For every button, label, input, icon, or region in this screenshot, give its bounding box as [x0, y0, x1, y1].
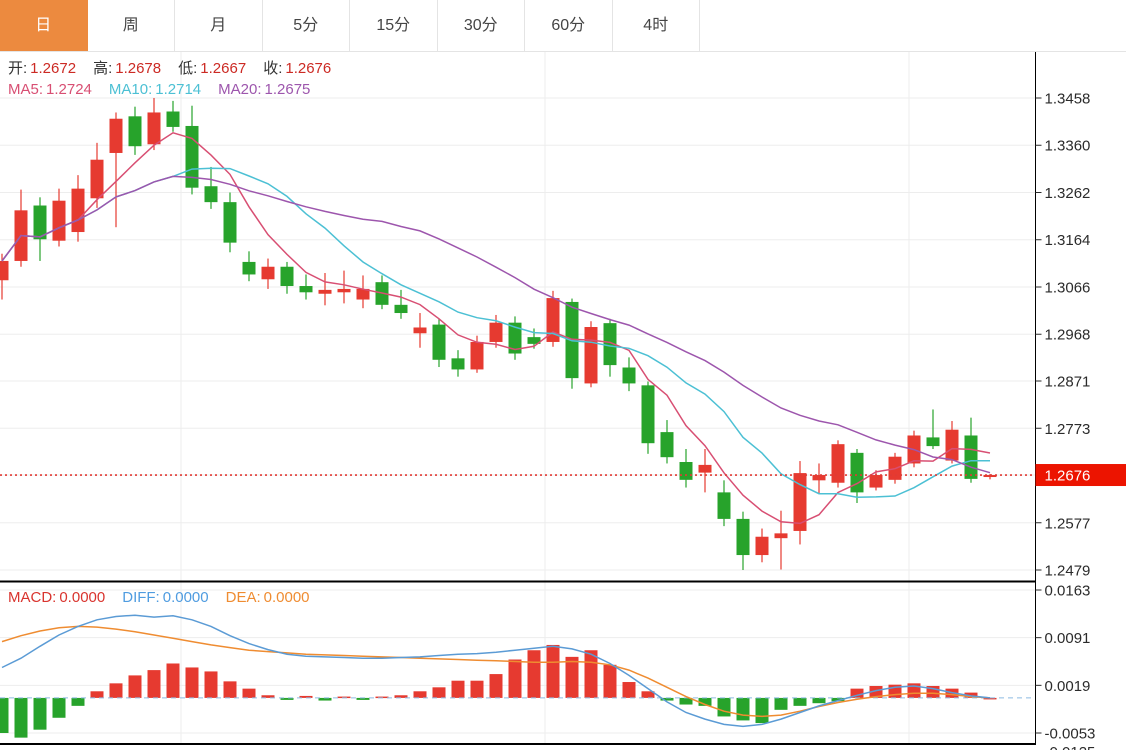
tab-60min[interactable]: 60分 — [525, 0, 613, 51]
axis-tick-label: 1.3360 — [1045, 138, 1091, 155]
readout-label: MA10: — [108, 81, 153, 98]
ohlc-readout-item: 低: 1.2667 — [178, 60, 246, 77]
tab-month[interactable]: 月 — [175, 0, 263, 51]
ma-readout-item: MA20: 1.2675 — [218, 81, 310, 98]
ohlc-readout: 开: 1.2672 高: 1.2678 低: 1.2667 收: 1.2676 — [8, 57, 348, 78]
macd-readout-item: MACD: 0.0000 — [8, 589, 105, 606]
readout-label: DIFF: — [122, 589, 160, 606]
ma-readout-item: MA10: 1.2714 — [109, 81, 201, 98]
tab-15min[interactable]: 15分 — [350, 0, 438, 51]
readout-value: 1.2672 — [30, 60, 77, 77]
tab-5min[interactable]: 5分 — [262, 0, 350, 51]
tab-day[interactable]: 日 — [0, 0, 88, 51]
axis-tick-label: 1.3458 — [1045, 91, 1091, 108]
axis-tick-label-partial: -0.0125 — [1045, 744, 1096, 750]
readout-label: 低: — [178, 60, 198, 77]
axis-tick-label: 1.2968 — [1045, 327, 1091, 344]
axis-tick-label: 1.2871 — [1045, 374, 1091, 391]
axis-tick-label: 1.2479 — [1045, 563, 1091, 580]
readout-value: 0.0000 — [263, 589, 310, 606]
readout-label: 高: — [93, 60, 113, 77]
timeframe-tabbar: 日周月 5分 15分 30分 60分 4时 — [0, 0, 1126, 52]
last-price-tag: 1.2676 — [1045, 468, 1091, 485]
readout-value: 1.2678 — [115, 60, 162, 77]
axis-tick-label: 1.3262 — [1045, 185, 1091, 202]
tab-4hour[interactable]: 4时 — [612, 0, 700, 51]
readout-label: DEA: — [225, 589, 261, 606]
axis-tick-label: 1.3066 — [1045, 279, 1091, 296]
readout-value: 1.2676 — [285, 60, 332, 77]
readout-label: MA5: — [8, 81, 44, 98]
axis-tick-label: -0.0053 — [1045, 726, 1096, 743]
readout-value: 0.0000 — [59, 589, 106, 606]
macd-readout: MACD: 0.0000 DIFF: 0.0000 DEA: 0.0000 — [8, 589, 327, 606]
ma-readout-item: MA5: 1.2724 — [8, 81, 92, 98]
readout-label: 收: — [263, 60, 283, 77]
axis-tick-label: 0.0163 — [1045, 583, 1091, 600]
readout-value: 1.2667 — [200, 60, 247, 77]
tab-week[interactable]: 周 — [87, 0, 175, 51]
readout-value: 1.2675 — [264, 81, 311, 98]
readout-value: 0.0000 — [162, 589, 209, 606]
axis-tick-label: 1.3164 — [1045, 232, 1091, 249]
axis-tick-label: 0.0019 — [1045, 678, 1091, 695]
readout-value: 1.2714 — [155, 81, 202, 98]
readout-value: 1.2724 — [46, 81, 92, 98]
macd-readout-item: DEA: 0.0000 — [226, 589, 310, 606]
axis-tick-label: 1.2773 — [1045, 421, 1091, 438]
ohlc-readout-item: 高: 1.2678 — [93, 60, 161, 77]
macd-readout-item: DIFF: 0.0000 — [122, 589, 208, 606]
ohlc-readout-item: 收: 1.2676 — [263, 60, 331, 77]
readout-label: 开: — [8, 60, 28, 77]
readout-label: MA20: — [218, 81, 262, 98]
ma-readout: MA5: 1.2724 MA10: 1.2714 MA20: 1.2675 — [8, 81, 327, 98]
axis-tick-label: 0.0091 — [1045, 630, 1091, 647]
axis-tick-label: 1.2577 — [1045, 515, 1091, 532]
ohlc-readout-item: 开: 1.2672 — [8, 60, 76, 77]
readout-label: MACD: — [8, 589, 57, 606]
tab-30min[interactable]: 30分 — [437, 0, 525, 51]
